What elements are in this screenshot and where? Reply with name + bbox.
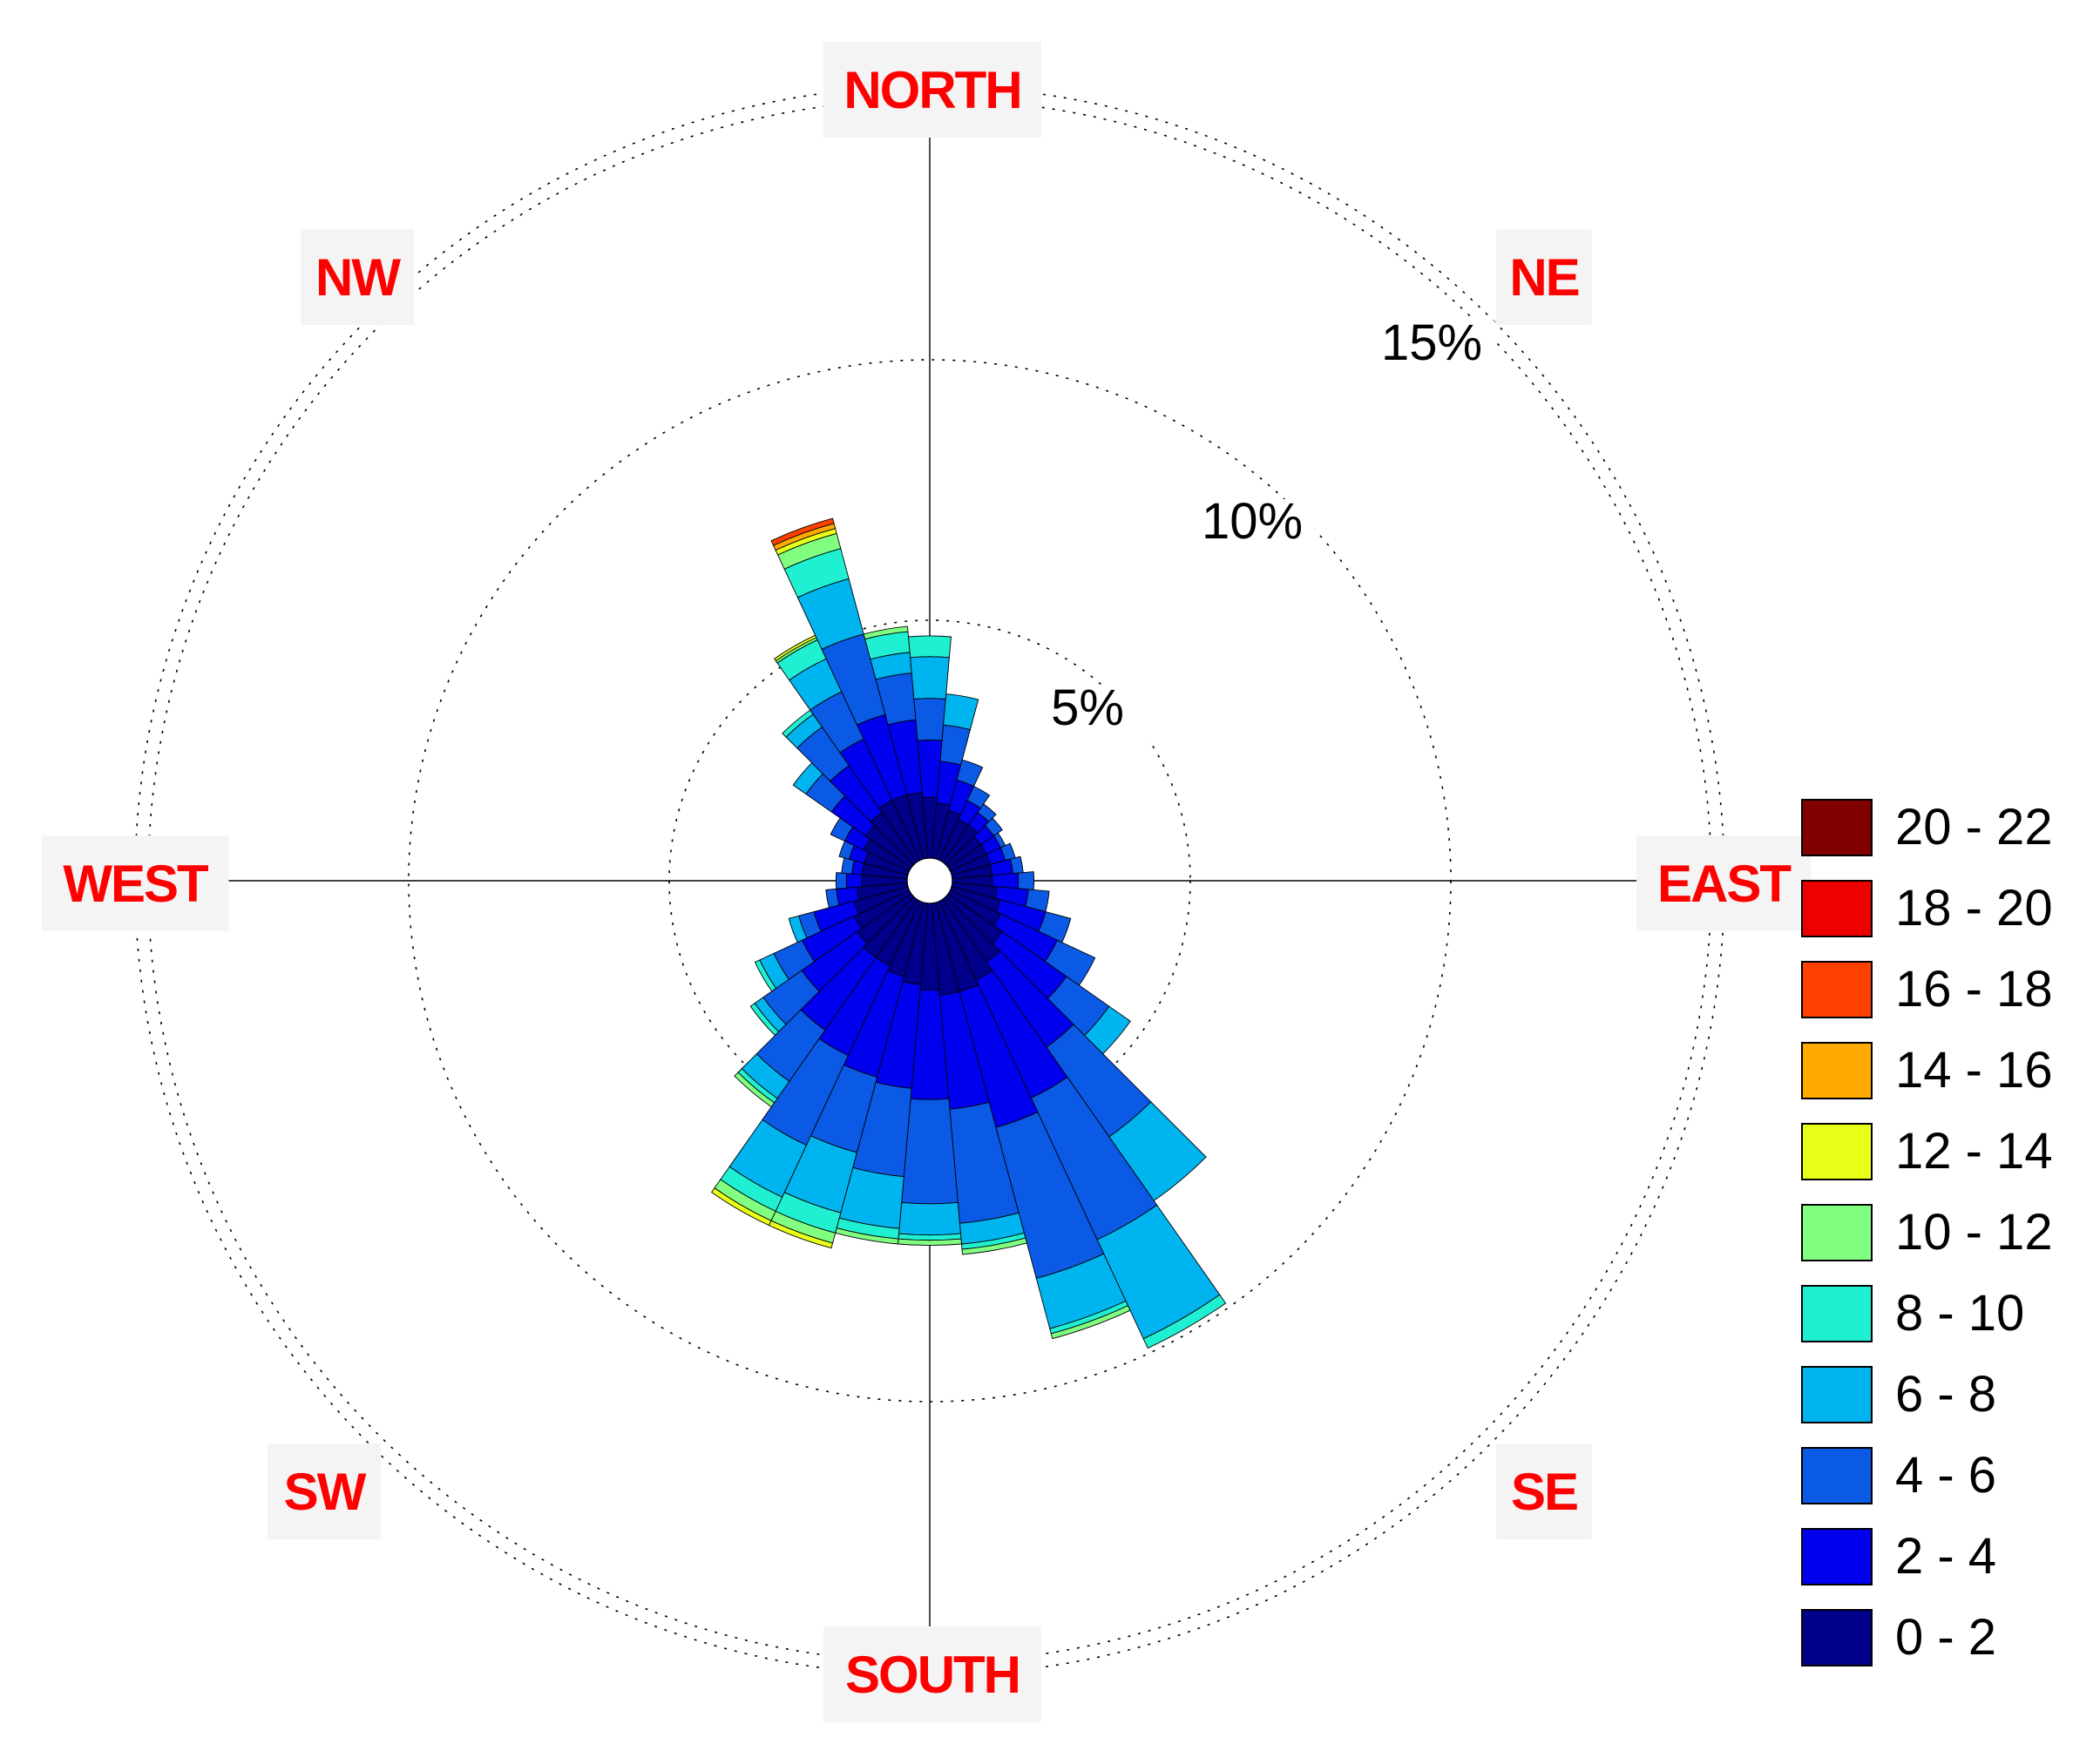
ring-label-2: 10%	[1202, 493, 1303, 550]
sector-350	[863, 625, 929, 862]
sector-220	[734, 895, 918, 1108]
legend-swatch-4	[1801, 1123, 1873, 1180]
legend-swatch-10	[1801, 1609, 1873, 1666]
legend-swatch-0	[1801, 799, 1873, 856]
legend-label-1: 18 - 20	[1895, 880, 2053, 936]
sector-0-bin-3	[910, 656, 950, 700]
legend-label-2: 16 - 18	[1895, 961, 2053, 1017]
sector-0-bin-4	[908, 635, 952, 659]
direction-box-east	[1636, 835, 1811, 931]
sector-150	[938, 896, 1227, 1349]
sector-270-bin-2	[835, 872, 848, 889]
sector-120	[945, 889, 1096, 986]
legend-label-0: 20 - 22	[1895, 799, 2053, 855]
sector-20	[934, 759, 984, 862]
direction-label-south: SOUTH	[845, 1646, 1020, 1704]
calm-center	[906, 857, 953, 904]
legend-swatch-9	[1801, 1528, 1873, 1585]
direction-box-west	[41, 835, 229, 931]
sector-300	[830, 817, 914, 873]
legend-label-5: 10 - 12	[1895, 1204, 2053, 1261]
direction-box-northwest	[301, 229, 414, 325]
sector-320	[782, 709, 918, 867]
legend-swatch-1	[1801, 880, 1873, 937]
sector-0-bin-2	[913, 698, 946, 741]
sector-230	[749, 892, 916, 1037]
sector-70	[948, 842, 1016, 876]
sector-180-bin-2	[901, 1098, 959, 1205]
direction-label-east: EAST	[1657, 855, 1791, 913]
direction-label-northeast: NE	[1509, 248, 1578, 307]
sector-80	[949, 855, 1024, 880]
calm-circle	[906, 857, 953, 904]
sector-210	[710, 896, 922, 1227]
sector-170	[931, 900, 1027, 1255]
ring-label-bg-3	[1369, 321, 1494, 375]
sector-0	[908, 635, 952, 861]
sector-90-bin-2	[1017, 871, 1035, 890]
legend-swatch-7	[1801, 1366, 1873, 1423]
sector-180-bin-3	[898, 1201, 961, 1236]
ring-label-bg-1	[1025, 686, 1150, 740]
legend-label-8: 4 - 6	[1895, 1447, 1996, 1504]
direction-label-southeast: SE	[1511, 1463, 1577, 1521]
direction-box-south	[823, 1626, 1041, 1722]
legend-label-3: 14 - 16	[1895, 1042, 2053, 1099]
legend-label-7: 6 - 8	[1895, 1366, 1996, 1423]
ring-label-3: 15%	[1381, 314, 1482, 371]
legend-swatch-2	[1801, 961, 1873, 1018]
legend-swatch-8	[1801, 1447, 1873, 1504]
sector-160	[934, 899, 1131, 1340]
sector-130	[944, 892, 1131, 1055]
legend-label-6: 8 - 10	[1895, 1285, 2024, 1342]
speed-legend: 20 - 22 18 - 20 16 - 18 14 - 16 12 - 14 10 - …	[1801, 799, 2053, 1666]
direction-box-northeast	[1496, 229, 1592, 325]
sector-270-bin-1	[845, 873, 864, 889]
legend-label-4: 12 - 14	[1895, 1123, 2053, 1180]
sector-270	[835, 872, 910, 889]
direction-box-north	[823, 42, 1041, 138]
sector-10-bin-2	[939, 724, 971, 766]
sector-140	[941, 895, 1207, 1202]
direction-label-west: WEST	[63, 855, 208, 913]
legend-swatch-5	[1801, 1204, 1873, 1261]
sector-280	[841, 857, 911, 880]
sector-180	[898, 901, 962, 1246]
sector-310	[792, 762, 916, 869]
direction-box-southeast	[1496, 1443, 1592, 1539]
ring-label-bg-2	[1189, 499, 1315, 553]
legend-swatch-3	[1801, 1042, 1873, 1099]
wind-sectors	[710, 517, 1227, 1349]
sector-10-bin-3	[943, 693, 979, 731]
legend-label-10: 0 - 2	[1895, 1609, 1996, 1666]
direction-label-north: NORTH	[843, 61, 1020, 119]
direction-label-southwest: SW	[284, 1463, 367, 1521]
ring-labels: 5% 10% 15%	[1025, 314, 1494, 740]
direction-label-northwest: NW	[315, 248, 401, 307]
legend-label-9: 2 - 4	[1895, 1528, 1996, 1585]
ring-label-1: 5%	[1051, 679, 1124, 736]
direction-labels: NORTH NE EAST SE SOUTH SW WEST NW	[41, 42, 1811, 1722]
direction-box-southwest	[268, 1443, 381, 1539]
legend-swatch-6	[1801, 1285, 1873, 1342]
